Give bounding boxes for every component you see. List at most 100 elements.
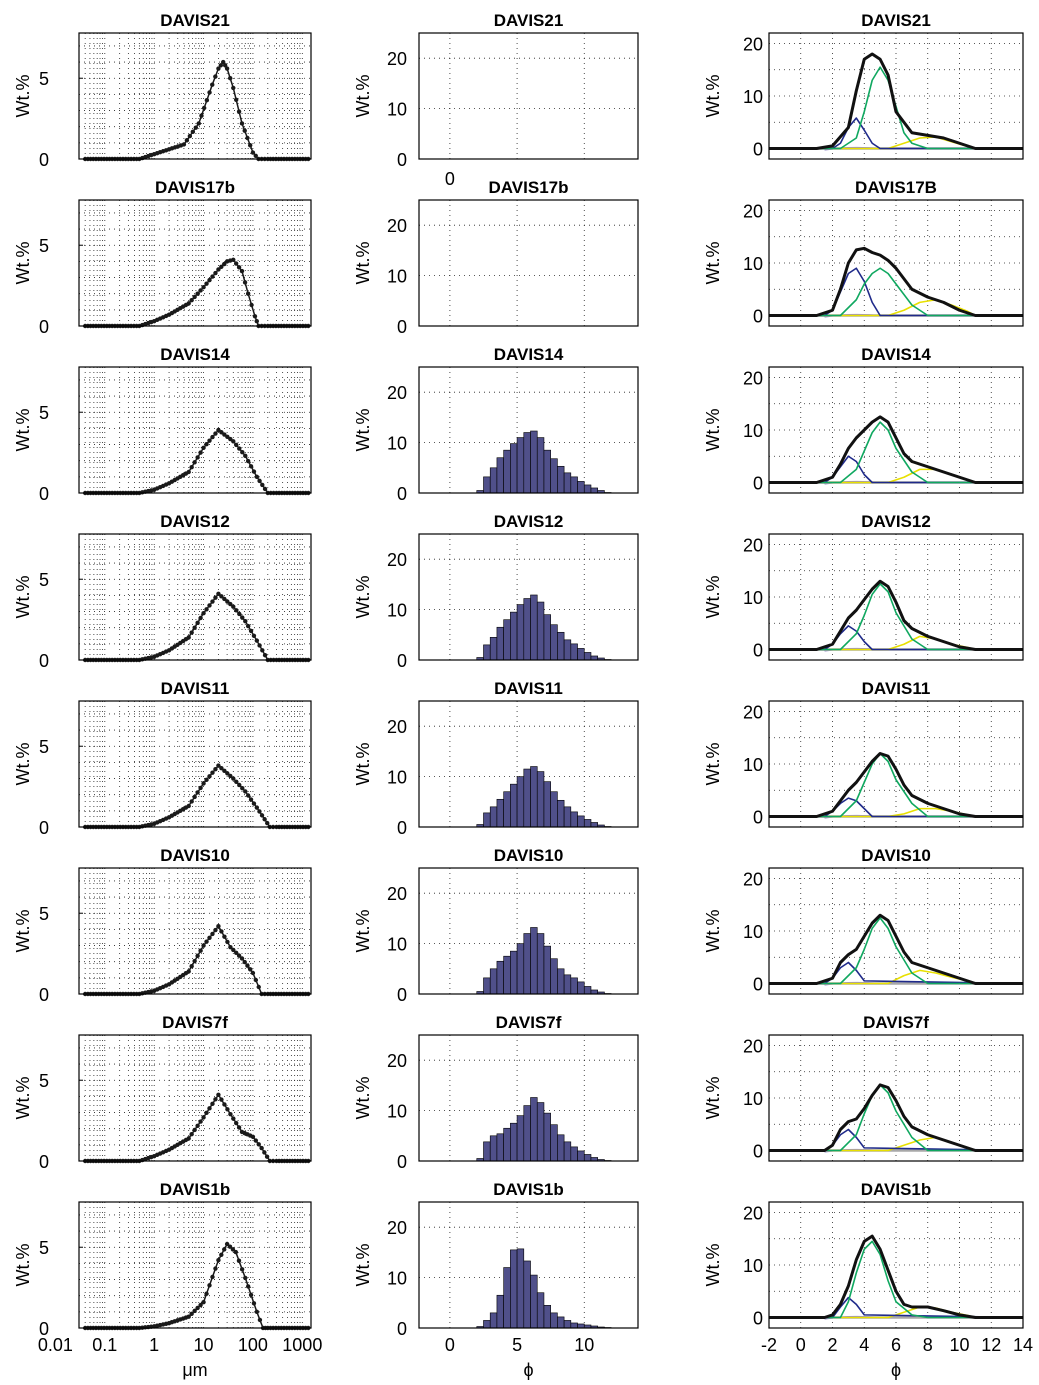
data-point <box>247 967 253 972</box>
y-tick-label: 20 <box>743 536 763 556</box>
data-point <box>190 129 196 135</box>
histogram-bar <box>570 1322 578 1329</box>
histogram-bar <box>496 798 504 828</box>
data-point <box>234 608 239 613</box>
panel-title: DAVIS17b <box>489 178 569 197</box>
y-tick-label: 20 <box>387 49 407 69</box>
data-point <box>240 450 245 455</box>
data-point <box>260 482 265 488</box>
histogram-bar <box>557 799 565 828</box>
data-point <box>233 97 239 102</box>
data-point <box>204 98 210 103</box>
y-tick-label: 5 <box>39 570 49 590</box>
data-point <box>204 607 209 612</box>
data-point <box>257 1317 263 1323</box>
data-point <box>186 635 191 640</box>
data-point <box>207 603 212 608</box>
panel-title: DAVIS11 <box>494 679 563 698</box>
panel-fit-5: DAVIS10 Wt.% 0 10 20 <box>703 846 1024 995</box>
panel-title: DAVIS7f <box>496 1013 562 1032</box>
y-tick-label: 20 <box>387 216 407 236</box>
panel-title: DAVIS12 <box>861 512 931 531</box>
data-point <box>250 1134 256 1139</box>
y-tick-label: 10 <box>743 922 763 942</box>
data-point <box>207 438 212 443</box>
panel-fit-4: DAVIS11 Wt.% 0 10 20 <box>703 679 1024 828</box>
data-point <box>224 66 230 71</box>
plot-frame <box>418 867 639 995</box>
histogram-bar <box>570 476 578 494</box>
data-point <box>198 948 203 953</box>
total-component-curve <box>769 913 1023 985</box>
data-point <box>213 927 218 933</box>
plot-frame <box>418 700 639 828</box>
panel-fit-6: DAVIS7f Wt.% 0 10 20 <box>703 1013 1024 1162</box>
x-tick-label: 8 <box>923 1335 933 1355</box>
histogram-bar <box>557 465 565 494</box>
y-axis-label: Wt.% <box>13 1077 33 1120</box>
green-component-curve <box>769 1240 1023 1319</box>
data-point <box>236 1125 242 1130</box>
y-tick-label: 10 <box>387 267 407 287</box>
data-point <box>216 763 221 768</box>
y-tick-label: 10 <box>387 1269 407 1289</box>
panel-title: DAVIS1b <box>861 1180 932 1199</box>
data-point <box>201 105 207 111</box>
histogram-bar <box>523 1260 531 1329</box>
distribution-curve <box>85 592 309 661</box>
data-point <box>221 59 226 65</box>
y-tick-label: 20 <box>743 870 763 890</box>
histogram-bar <box>577 481 585 494</box>
data-point <box>234 442 239 448</box>
y-axis-label: Wt.% <box>353 910 373 953</box>
total-component-curve <box>769 579 1023 651</box>
data-point <box>222 768 227 773</box>
y-axis-label: Wt.% <box>13 242 33 285</box>
data-point <box>210 1101 215 1107</box>
data-point <box>219 430 224 435</box>
data-point <box>201 285 206 290</box>
histogram-bar <box>583 1154 592 1162</box>
data-point <box>213 74 218 79</box>
y-tick-label: 0 <box>753 307 763 327</box>
data-point <box>204 442 209 447</box>
histogram-bar <box>489 806 498 828</box>
green-component-curve <box>769 267 1023 317</box>
data-point <box>186 469 191 475</box>
histogram-bar <box>543 614 551 661</box>
y-axis-label: Wt.% <box>13 743 33 786</box>
y-tick-label: 0 <box>397 484 407 504</box>
data-point <box>242 128 247 133</box>
data-point <box>198 1302 203 1308</box>
data-point <box>213 431 218 436</box>
histogram-bar <box>489 1135 498 1162</box>
data-point <box>236 953 242 958</box>
data-point <box>231 257 236 262</box>
y-tick-label: 20 <box>387 884 407 904</box>
plot-frame <box>78 1201 312 1329</box>
x-tick-label: 0.01 <box>38 1335 73 1355</box>
x-tick-label: 4 <box>859 1335 869 1355</box>
green-component-curve <box>769 752 1023 818</box>
data-point <box>210 274 215 279</box>
green-component-curve <box>769 917 1023 985</box>
total-component-curve <box>769 752 1023 818</box>
x-tick-label: 6 <box>891 1335 901 1355</box>
data-point <box>192 794 197 800</box>
y-tick-label: 0 <box>753 808 763 828</box>
data-point <box>231 439 236 444</box>
data-point <box>259 813 265 818</box>
data-point <box>195 1123 200 1128</box>
data-point <box>198 615 203 621</box>
y-tick-label: 10 <box>387 1102 407 1122</box>
data-point <box>186 803 191 809</box>
data-point <box>237 446 242 451</box>
x-axis-label: ϕ <box>891 1360 901 1380</box>
green-component-curve <box>769 583 1023 651</box>
y-tick-label: 10 <box>743 1256 763 1276</box>
y-tick-label: 0 <box>397 317 407 337</box>
data-point <box>189 297 194 303</box>
data-point <box>245 135 250 141</box>
histogram-bar <box>530 1274 538 1329</box>
data-point <box>248 1292 254 1298</box>
